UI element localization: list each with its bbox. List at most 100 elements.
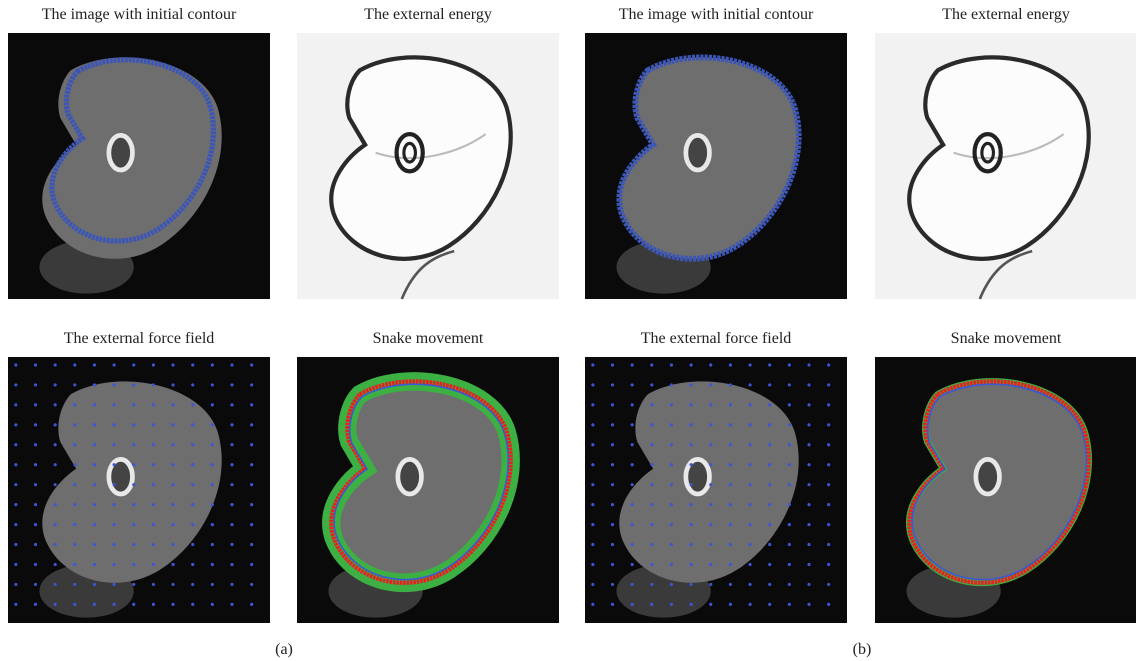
force-vector (807, 403, 810, 406)
force-vector (93, 403, 96, 406)
force-vector (807, 543, 810, 546)
image-title: The image with initial contour (42, 6, 237, 23)
force-vector (768, 463, 771, 466)
force-vector (650, 543, 653, 546)
force-vector (631, 563, 634, 566)
panel-label: (b) (853, 641, 872, 658)
force-vector (768, 483, 771, 486)
force-vector (788, 543, 791, 546)
force-vector (14, 503, 17, 506)
force-vector (152, 583, 155, 586)
force-vector (768, 363, 771, 366)
force-vector (748, 443, 751, 446)
force-vector (34, 423, 37, 426)
force-vector (670, 363, 673, 366)
force-vector (250, 503, 253, 506)
force-vector (807, 463, 810, 466)
force-vector (709, 503, 712, 506)
force-vector (748, 543, 751, 546)
force-vector (230, 363, 233, 366)
force-vector (729, 483, 732, 486)
force-vector (729, 383, 732, 386)
force-vector (591, 423, 594, 426)
force-vector (171, 403, 174, 406)
force-vector (73, 543, 76, 546)
force-vector (93, 543, 96, 546)
force-vector (132, 363, 135, 366)
force-vector (132, 443, 135, 446)
force-vector (591, 543, 594, 546)
force-vector (768, 563, 771, 566)
force-vector (611, 363, 614, 366)
force-vector (230, 403, 233, 406)
force-vector (171, 383, 174, 386)
force-vector (650, 583, 653, 586)
force-vector (34, 443, 37, 446)
force-vector (113, 463, 116, 466)
force-vector (650, 463, 653, 466)
force-vector (650, 423, 653, 426)
force-vector (113, 503, 116, 506)
force-vector (73, 603, 76, 606)
force-vector (152, 463, 155, 466)
force-vector (73, 463, 76, 466)
force-vector (14, 483, 17, 486)
force-vector (611, 383, 614, 386)
force-vector (690, 483, 693, 486)
force-vector (93, 583, 96, 586)
force-vector (250, 523, 253, 526)
force-vector (631, 383, 634, 386)
force-vector (211, 543, 214, 546)
force-vector (650, 503, 653, 506)
image (8, 33, 270, 299)
force-vector (827, 383, 830, 386)
force-vector (768, 443, 771, 446)
force-vector (768, 423, 771, 426)
force-vector (171, 583, 174, 586)
force-vector (768, 583, 771, 586)
force-vector (748, 523, 751, 526)
force-vector (709, 443, 712, 446)
force-vector (827, 543, 830, 546)
force-vector (73, 503, 76, 506)
force-vector (631, 603, 634, 606)
force-vector (729, 503, 732, 506)
force-vector (34, 463, 37, 466)
force-vector (250, 463, 253, 466)
force-vector (250, 443, 253, 446)
force-vector (191, 603, 194, 606)
image-title: The image with initial contour (619, 6, 814, 23)
force-vector (230, 383, 233, 386)
force-vector (171, 603, 174, 606)
force-vector (171, 543, 174, 546)
force-vector (152, 563, 155, 566)
force-vector (14, 403, 17, 406)
force-vector (788, 443, 791, 446)
force-vector (54, 483, 57, 486)
force-vector (54, 563, 57, 566)
force-vector (152, 503, 155, 506)
force-vector (729, 603, 732, 606)
force-vector (631, 403, 634, 406)
bone (976, 459, 1000, 494)
force-vector (670, 463, 673, 466)
force-vector (690, 463, 693, 466)
force-vector (171, 563, 174, 566)
force-vector (230, 603, 233, 606)
force-vector (54, 383, 57, 386)
force-vector (211, 403, 214, 406)
force-vector (73, 443, 76, 446)
force-vector (34, 543, 37, 546)
force-vector (670, 423, 673, 426)
force-vector (670, 523, 673, 526)
force-vector (709, 483, 712, 486)
force-vector (54, 363, 57, 366)
force-vector (54, 463, 57, 466)
force-vector (748, 423, 751, 426)
force-vector (73, 403, 76, 406)
force-vector (34, 583, 37, 586)
force-vector (230, 563, 233, 566)
force-vector (93, 483, 96, 486)
force-vector (768, 603, 771, 606)
figure: The image with initial contourThe extern… (0, 0, 1136, 661)
